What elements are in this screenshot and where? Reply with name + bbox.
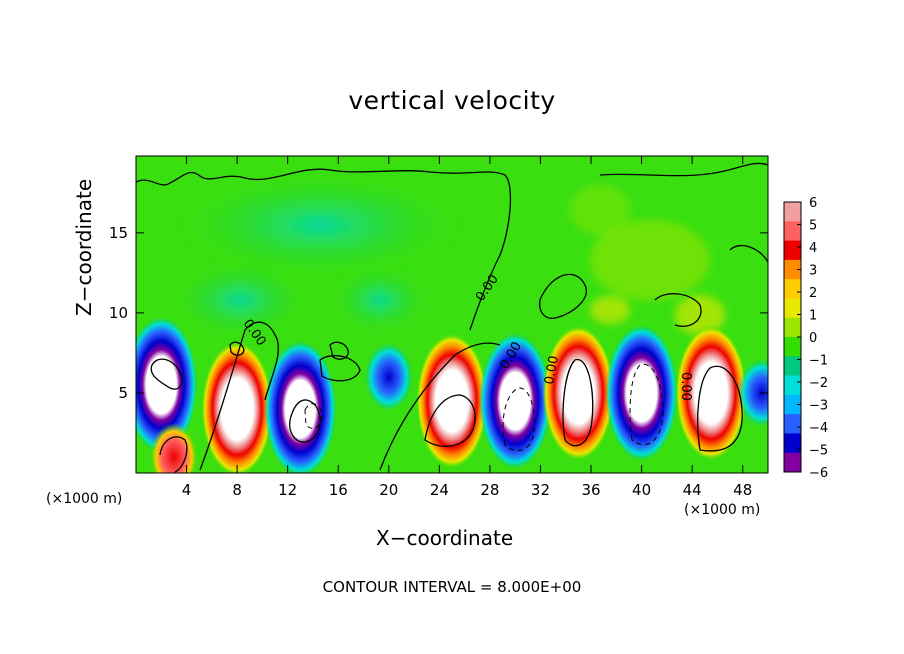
contour-cell-b (424, 394, 476, 447)
y-ticks: 5 10 15 (109, 224, 768, 402)
colorbar-label: 1 (809, 309, 817, 324)
colorbar-label: −3 (809, 399, 828, 414)
contour-small-2 (229, 341, 245, 356)
x-tick-label: 28 (480, 481, 499, 499)
contour-right-2 (654, 293, 702, 327)
y-tick-label: 15 (109, 224, 128, 242)
colorbar-label: −1 (809, 354, 828, 369)
colorbar: 6 5 4 3 2 1 0 −1 −2 −3 −4 −5 −6 (783, 196, 828, 481)
x-tick-label: 44 (683, 481, 702, 499)
velocity-cell (136, 316, 198, 453)
colorbar-swatch (784, 202, 801, 222)
colorbar-label: −4 (809, 421, 828, 436)
y-tick-label: 10 (109, 304, 128, 322)
colorbar-swatch (784, 317, 801, 338)
x-tick-label: 20 (379, 481, 398, 499)
x-tick-label: 36 (581, 481, 600, 499)
x-ticks: 4 8 12 16 20 24 28 32 36 40 44 48 (182, 156, 752, 499)
x-tick-label: 12 (278, 481, 297, 499)
colorbar-swatch (784, 259, 801, 280)
colorbar-swatch (784, 414, 801, 434)
colorbar-swatch (784, 240, 801, 261)
colorbar-label: −2 (809, 376, 828, 391)
colorbar-swatch (784, 298, 801, 319)
x-tick-label: 8 (232, 481, 242, 499)
colorbar-swatch (784, 452, 801, 473)
velocity-cell (416, 332, 488, 469)
x-tick-label: 40 (632, 481, 651, 499)
negative-contours (304, 363, 664, 452)
colorbar-swatch (784, 433, 801, 454)
contour-cell-f (150, 358, 183, 390)
colorbar-swatch (784, 221, 801, 242)
x-unit-left: (×1000 m) (46, 491, 123, 507)
colorbar-label: −6 (809, 466, 828, 481)
x-tick-label: 24 (430, 481, 449, 499)
contour-small-1 (329, 341, 349, 360)
colorbar-label: 5 (809, 219, 817, 234)
colorbar-label: 4 (809, 241, 817, 256)
velocity-cell (605, 324, 678, 461)
contour-label-4: 0.00 (678, 372, 693, 401)
contour-interval-note: CONTOUR INTERVAL = 8.000E+00 (322, 578, 582, 596)
x-tick-label: 4 (182, 481, 192, 499)
contour-low (379, 342, 501, 471)
velocity-cell (201, 340, 274, 473)
contour-right-3 (729, 245, 768, 263)
contour-mid (199, 321, 279, 471)
contour-cell-c (562, 359, 594, 447)
colorbar-label: −5 (809, 444, 828, 459)
y-tick-label: 5 (118, 384, 128, 402)
x-tick-label: 48 (733, 481, 752, 499)
plot-area (136, 156, 768, 473)
velocity-cell (364, 342, 413, 411)
velocity-cell (675, 324, 748, 461)
colorbar-label: 3 (809, 264, 817, 279)
diffuse-field (170, 170, 725, 340)
contour-upper (136, 168, 512, 331)
x-tick-label: 16 (329, 481, 348, 499)
plot-frame (135, 155, 769, 474)
velocity-cells (136, 316, 768, 473)
colorbar-label: 0 (809, 331, 817, 346)
velocity-cell (264, 340, 337, 473)
colorbar-swatch (784, 394, 801, 415)
velocity-cell (479, 332, 552, 469)
contour-label-3: 0.00 (542, 355, 562, 386)
contour-cell-e (289, 399, 321, 443)
y-axis-label: Z−coordinate (72, 178, 96, 316)
contour-cell-g (159, 436, 188, 473)
contour-cell-d (697, 365, 743, 452)
colorbar-swatch (784, 337, 801, 357)
contour-small-3 (319, 355, 361, 382)
colorbar-swatch (784, 375, 801, 396)
chart-title: vertical velocity (348, 86, 556, 115)
velocity-cell (542, 324, 615, 461)
contour-right (599, 162, 768, 177)
contour-cell-a (539, 273, 587, 319)
contour-lines (136, 162, 768, 473)
x-tick-label: 32 (531, 481, 550, 499)
x-unit-right: (×1000 m) (684, 502, 761, 518)
colorbar-swatch (784, 279, 801, 299)
colorbar-swatch (784, 356, 801, 377)
velocity-cell (149, 423, 198, 473)
colorbar-label: 6 (809, 196, 817, 211)
x-axis-label: X−coordinate (376, 526, 514, 550)
velocity-cell (737, 358, 768, 427)
colorbar-label: 2 (809, 286, 817, 301)
